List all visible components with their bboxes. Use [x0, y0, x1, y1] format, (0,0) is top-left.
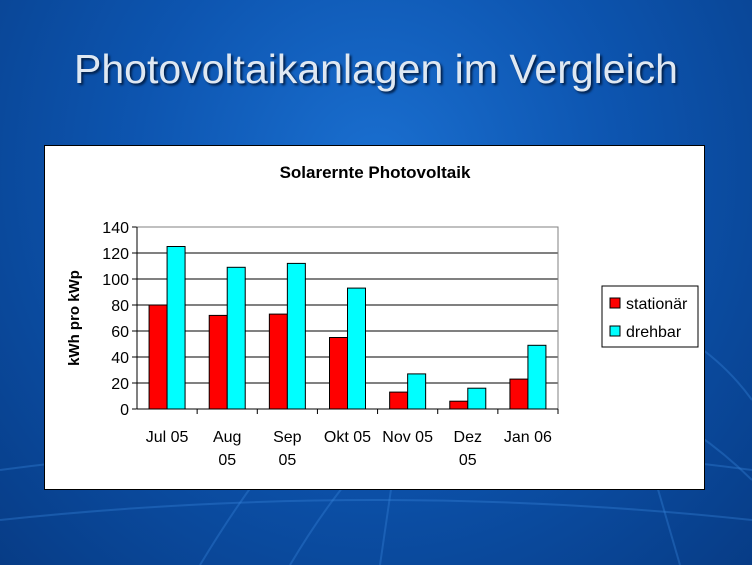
legend [601, 285, 699, 348]
x-tick-label: 05 [459, 452, 477, 469]
bar-drehbar [527, 344, 547, 410]
y-tick-label: 20 [111, 376, 129, 393]
y-tick-label: 80 [111, 298, 129, 315]
y-tick-label: 40 [111, 350, 129, 367]
y-axis-label: kWh pro kWp [66, 270, 83, 366]
bar-drehbar [467, 387, 487, 410]
bar-stationär [268, 313, 288, 410]
bar-chart: Solarernte Photovoltaik 0 20 40 60 80 100 120 14… [66, 163, 699, 469]
x-tick-label: 05 [218, 452, 236, 469]
x-tick-label: Aug [213, 429, 241, 446]
x-tick-label: Sep [273, 429, 302, 446]
y-tick-label: 140 [102, 220, 129, 237]
legend-swatch [609, 297, 621, 309]
slide-title: Photovoltaikanlagen im Vergleich [74, 46, 678, 92]
legend-label: stationär [626, 296, 688, 313]
y-tick-label: 0 [120, 402, 129, 419]
legend-swatch [609, 325, 621, 337]
x-tick-label: 05 [278, 452, 296, 469]
bar-drehbar [407, 373, 427, 410]
x-tick-label: Dez [454, 429, 482, 446]
bar-drehbar [286, 262, 306, 410]
legend-label: drehbar [626, 324, 682, 341]
y-tick-label: 120 [102, 246, 129, 263]
bar-drehbar [347, 287, 366, 410]
bar-drehbar [166, 246, 186, 410]
x-tick-label: Okt 05 [324, 429, 371, 446]
bar-stationär [148, 304, 168, 410]
y-tick-label: 60 [111, 324, 129, 341]
bar-stationär [509, 378, 529, 410]
x-tick-label: Jan 06 [504, 429, 552, 446]
bar-stationär [449, 400, 469, 410]
bar-drehbar [226, 266, 246, 410]
y-tick-label: 100 [102, 272, 129, 289]
x-tick-label: Jul 05 [146, 429, 189, 446]
bar-stationär [389, 391, 409, 410]
bar-stationär [208, 314, 228, 410]
chart-title: Solarernte Photovoltaik [280, 163, 471, 182]
x-tick-label: Nov 05 [382, 429, 433, 446]
bar-stationär [329, 337, 348, 410]
chart-container: Solarernte Photovoltaik 0 20 40 60 80 100 120 14… [44, 145, 705, 490]
